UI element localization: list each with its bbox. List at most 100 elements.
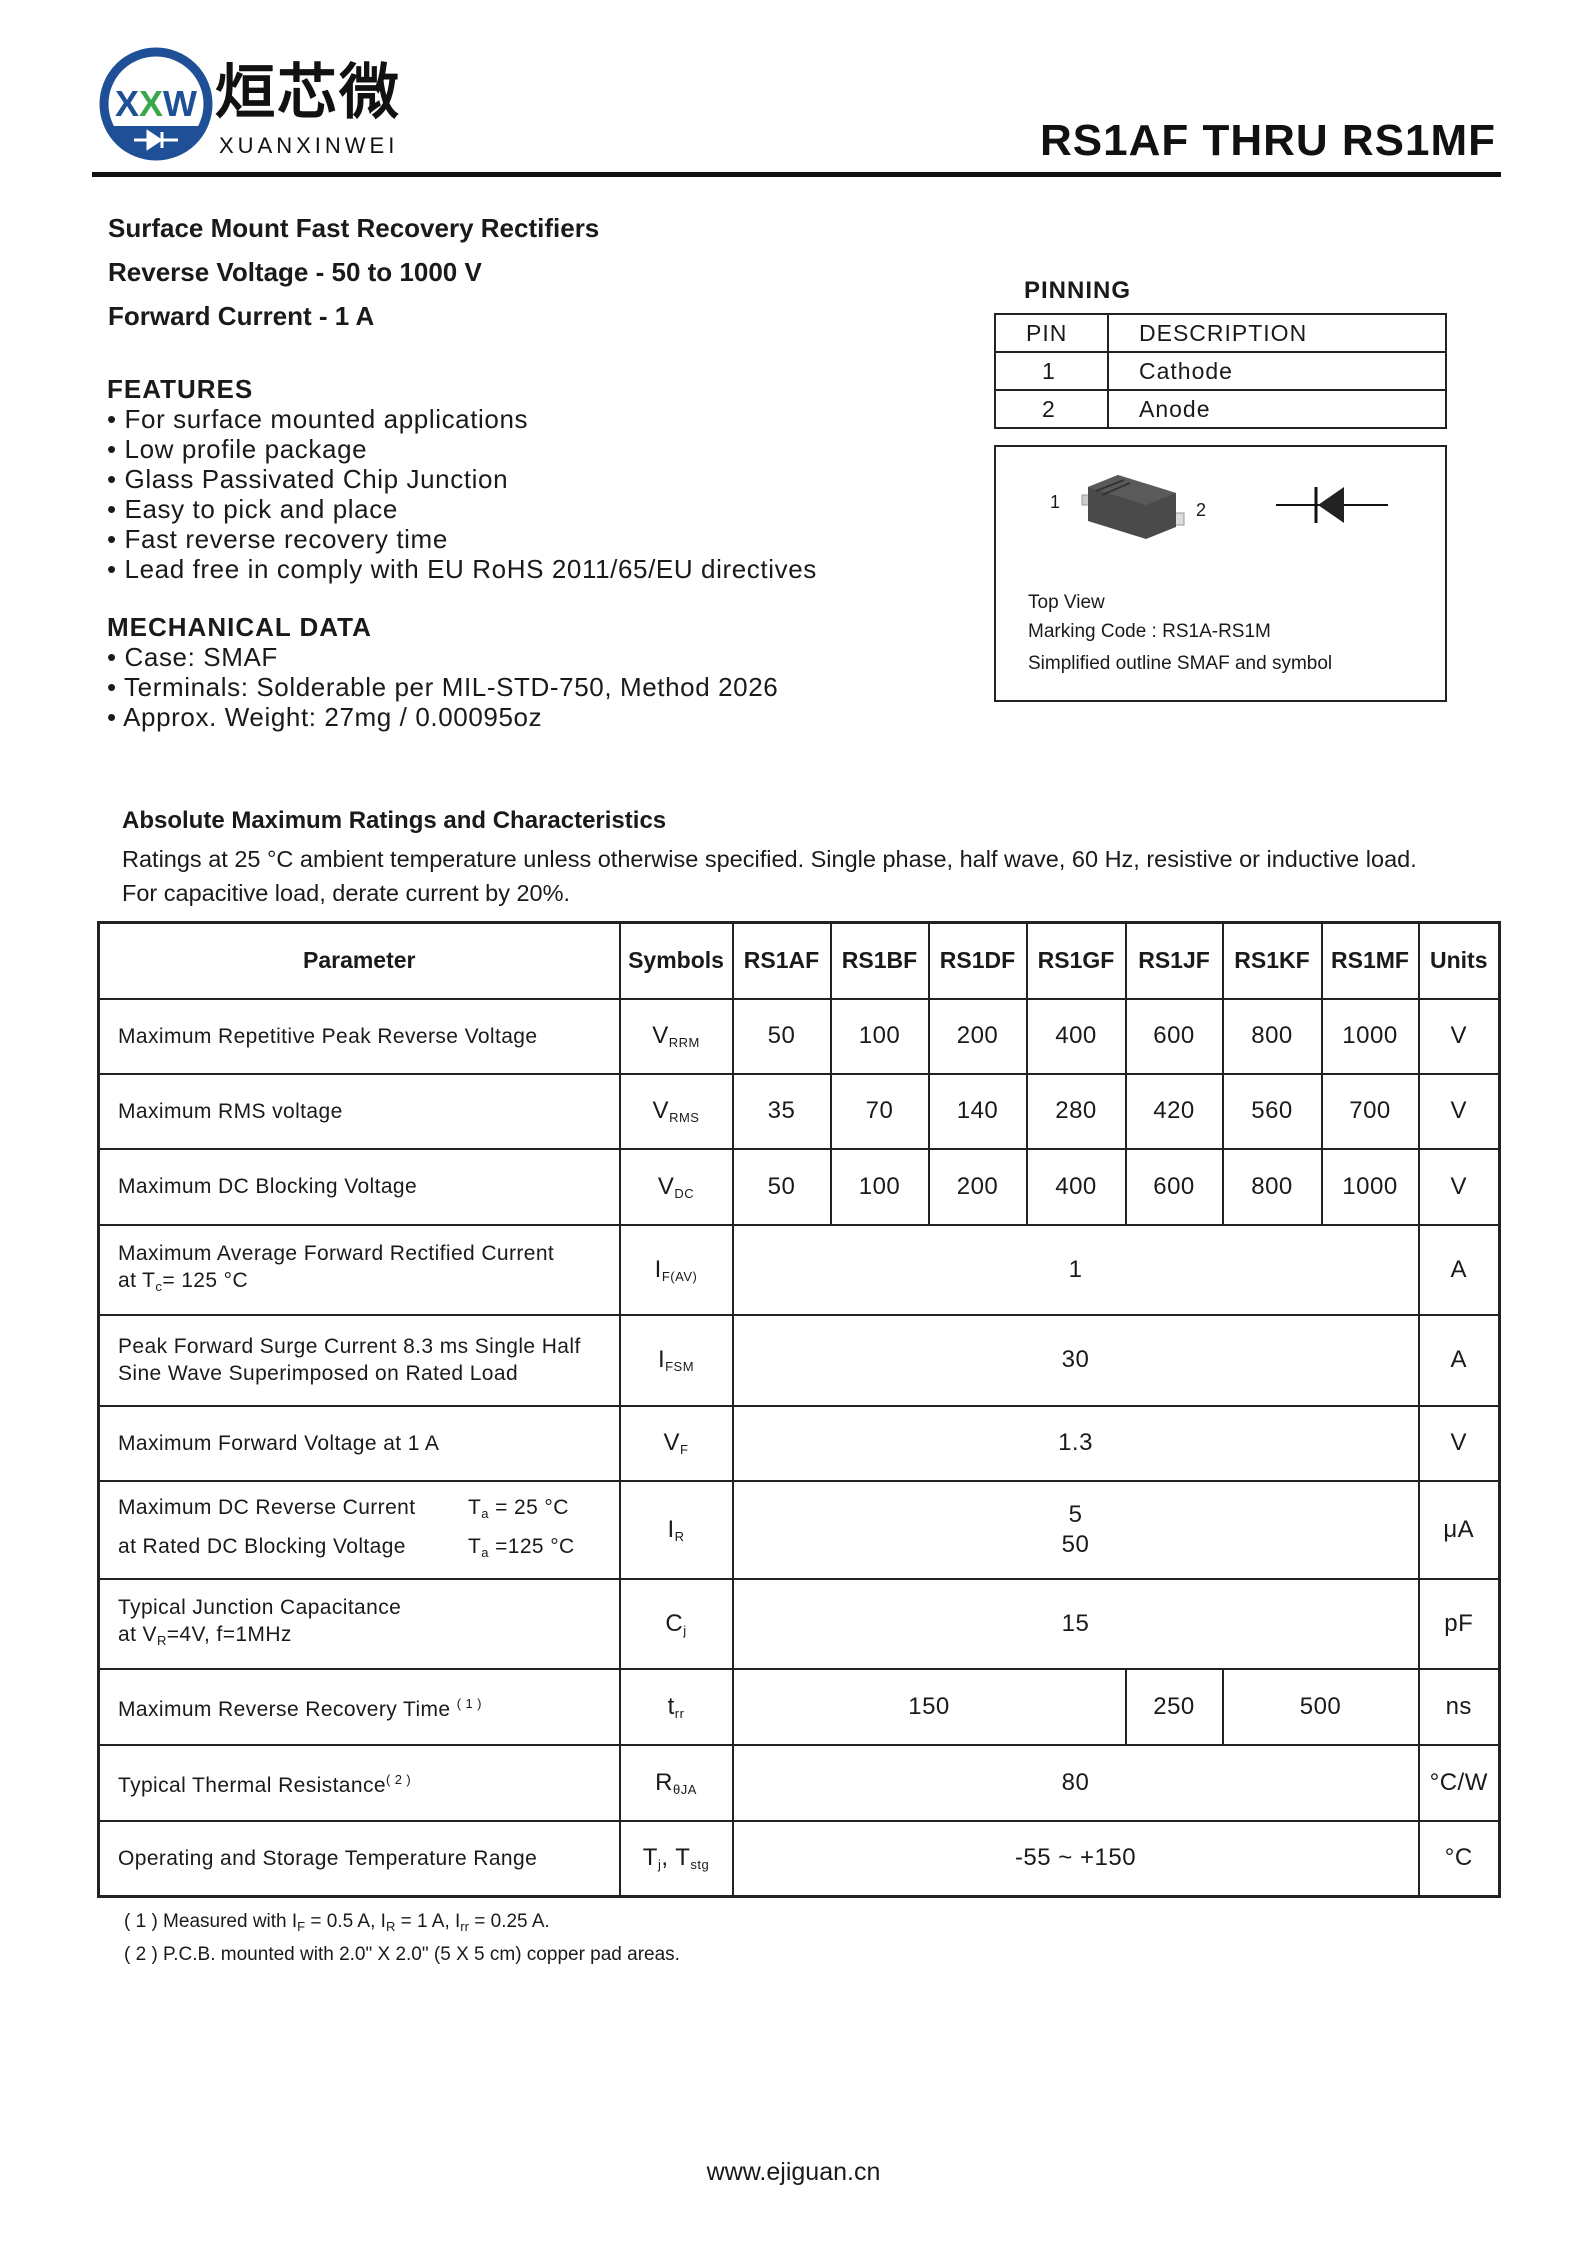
pin-number: 1 [994,351,1109,391]
ratings-table: Parameter Symbols RS1AF RS1BF RS1DF RS1G… [97,921,1501,1898]
value-cell: 50 [731,1147,832,1226]
header-rs1af: RS1AF [731,921,832,1000]
parameter-cell: Maximum Forward Voltage at 1 A [97,1404,621,1482]
feature-item: • Low profile package [107,434,368,464]
value-cell: 700 [1320,1072,1420,1150]
header-rule [92,172,1501,177]
value-cell: 100 [829,997,930,1075]
value-cell: -55 ~ +150 [731,1819,1420,1898]
parameter-cell: Maximum Reverse Recovery Time ( 1 ) [97,1667,621,1746]
value-cell: 600 [1124,1147,1224,1226]
symbol-cell: VRRM [618,997,734,1075]
footer-url[interactable]: www.ejiguan.cn [706,2158,881,2186]
value-cell: 280 [1025,1072,1127,1150]
symbol-cell: VRMS [618,1072,734,1150]
unit-cell: V [1417,1072,1501,1150]
value-cell: 400 [1025,997,1127,1075]
symbol-cell: IR [618,1479,734,1580]
pinning-heading: PINNING [1024,277,1132,304]
parameter-cell: Typical Thermal Resistance( 2 ) [97,1743,621,1822]
unit-cell: A [1417,1223,1501,1316]
symbol-cell: trr [618,1667,734,1746]
table-row: Typical Junction Capacitance at VR=4V, f=… [97,1577,1501,1670]
feature-item: • Lead free in comply with EU RoHS 2011/… [107,554,817,584]
table-row: Peak Forward Surge Current 8.3 ms Single… [97,1313,1501,1407]
header-symbols: Symbols [618,921,734,1000]
symbol-cell: Cj [618,1577,734,1670]
package-box: 1 2 Top View Marking Code : RS1A-RS1M Si… [994,445,1447,702]
unit-cell: °C/W [1417,1743,1501,1822]
pin1-label: 1 [1050,492,1061,512]
feature-item: • Glass Passivated Chip Junction [107,464,509,494]
value-cell: 600 [1124,997,1224,1075]
parameter-cell: Operating and Storage Temperature Range [97,1819,621,1898]
feature-item: • For surface mounted applications [107,404,529,434]
table-row: Maximum RMS voltage VRMS 35 70 140 280 4… [97,1072,1501,1150]
header-parameter: Parameter [97,921,621,1000]
intro-line: Reverse Voltage - 50 to 1000 V [108,257,482,287]
table-row: Maximum Repetitive Peak Reverse Voltage … [97,997,1501,1075]
value-cell: 15 [731,1577,1420,1670]
features-heading: FEATURES [107,374,254,404]
header-rs1kf: RS1KF [1221,921,1323,1000]
intro-line: Surface Mount Fast Recovery Rectifiers [108,213,600,243]
symbol-cell: VF [618,1404,734,1482]
unit-cell: μA [1417,1479,1501,1580]
document-title: RS1AF THRU RS1MF [1039,116,1496,165]
ratings-heading: Absolute Maximum Ratings and Characteris… [122,807,667,834]
value-cell: 250 [1124,1667,1224,1746]
header-rs1df: RS1DF [927,921,1028,1000]
unit-cell: pF [1417,1577,1501,1670]
table-row: Typical Thermal Resistance( 2 ) RθJA 80 … [97,1743,1501,1822]
pin-header: PIN [994,313,1109,353]
diode-symbol-icon [1276,487,1388,523]
value-cell: 420 [1124,1072,1224,1150]
unit-cell: °C [1417,1819,1501,1898]
pinning-table: PIN DESCRIPTION 1 Cathode 2 Anode [994,313,1447,429]
mechanical-item: • Case: SMAF [107,642,278,672]
table-row: Maximum DC Blocking Voltage VDC 50 100 2… [97,1147,1501,1226]
unit-cell: V [1417,1147,1501,1226]
symbol-cell: RθJA [618,1743,734,1822]
mechanical-heading: MECHANICAL DATA [107,612,372,642]
value-cell: 35 [731,1072,832,1150]
value-cell: 80 [731,1743,1420,1822]
footnote-1: ( 1 ) Measured with IF = 0.5 A, IR = 1 A… [124,1911,550,1934]
value-cell: 200 [927,997,1028,1075]
table-row: Maximum Average Forward Rectified Curren… [97,1223,1501,1316]
description-header: DESCRIPTION [1107,313,1447,353]
value-cell: 560 [1221,1072,1323,1150]
value-cell: 1000 [1320,997,1420,1075]
symbol-cell: IF(AV) [618,1223,734,1316]
header-rs1gf: RS1GF [1025,921,1127,1000]
ratings-note: Ratings at 25 °C ambient temperature unl… [122,846,1417,872]
top-view-label: Top View [1028,592,1105,613]
symbol-cell: Tj, Tstg [618,1819,734,1898]
ratings-note: For capacitive load, derate current by 2… [122,880,571,906]
unit-cell: V [1417,1404,1501,1482]
value-cell: 1.3 [731,1404,1420,1482]
unit-cell: A [1417,1313,1501,1407]
value-cell: 800 [1221,997,1323,1075]
header-units: Units [1417,921,1501,1000]
pin-number: 2 [994,389,1109,429]
value-cell: 200 [927,1147,1028,1226]
unit-cell: ns [1417,1667,1501,1746]
parameter-cell: Maximum DC Blocking Voltage [97,1147,621,1226]
unit-cell: V [1417,997,1501,1075]
footnote-2: ( 2 ) P.C.B. mounted with 2.0" X 2.0" (5… [124,1944,680,1965]
value-cell: 5 50 [731,1479,1420,1580]
parameter-cell: Peak Forward Surge Current 8.3 ms Single… [97,1313,621,1407]
feature-item: • Fast reverse recovery time [107,524,448,554]
company-logo: XXW [99,47,213,161]
value-cell: 400 [1025,1147,1127,1226]
table-row: Maximum Forward Voltage at 1 A VF 1.3 V [97,1404,1501,1482]
feature-item: • Easy to pick and place [107,494,398,524]
header-rs1mf: RS1MF [1320,921,1420,1000]
value-cell: 800 [1221,1147,1323,1226]
value-cell: 30 [731,1313,1420,1407]
brand-english: XUANXINWEI [219,133,399,158]
value-cell: 1000 [1320,1147,1420,1226]
parameter-cell: Typical Junction Capacitance at VR=4V, f=… [97,1577,621,1670]
table-row: Maximum DC Reverse Current Ta = 25 °C at … [97,1479,1501,1580]
